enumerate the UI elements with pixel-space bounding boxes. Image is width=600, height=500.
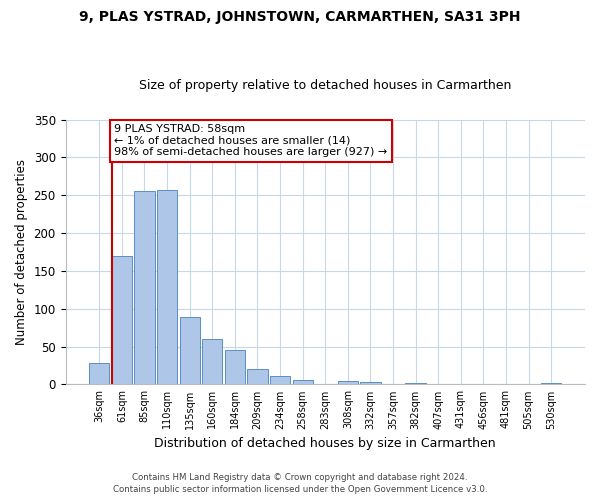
Y-axis label: Number of detached properties: Number of detached properties [15,159,28,345]
Bar [112,256,132,384]
Bar [338,380,358,384]
Text: Contains HM Land Registry data © Crown copyright and database right 2024.
Contai: Contains HM Land Registry data © Crown c… [113,472,487,494]
Bar [406,383,426,384]
Bar [157,190,177,384]
Bar [541,383,562,384]
Bar [134,190,155,384]
Bar [89,363,109,384]
Bar [225,350,245,384]
Title: Size of property relative to detached houses in Carmarthen: Size of property relative to detached ho… [139,79,511,92]
Bar [179,317,200,384]
Text: 9, PLAS YSTRAD, JOHNSTOWN, CARMARTHEN, SA31 3PH: 9, PLAS YSTRAD, JOHNSTOWN, CARMARTHEN, S… [79,10,521,24]
X-axis label: Distribution of detached houses by size in Carmarthen: Distribution of detached houses by size … [154,437,496,450]
Bar [247,370,268,384]
Bar [293,380,313,384]
Text: 9 PLAS YSTRAD: 58sqm
← 1% of detached houses are smaller (14)
98% of semi-detach: 9 PLAS YSTRAD: 58sqm ← 1% of detached ho… [114,124,387,158]
Bar [202,339,223,384]
Bar [270,376,290,384]
Bar [360,382,380,384]
